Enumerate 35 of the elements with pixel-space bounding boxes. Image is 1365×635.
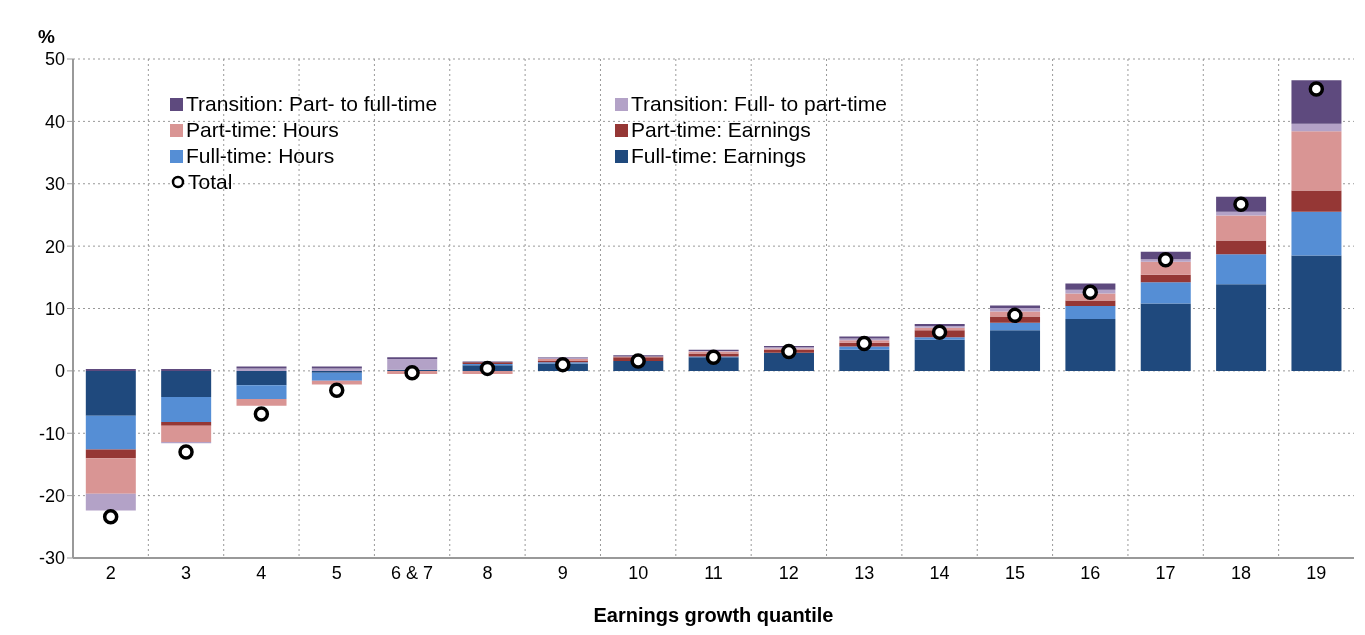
legend-label: Part-time: Earnings <box>631 118 811 142</box>
x-tick-label: 19 <box>1306 562 1327 583</box>
legend-label: Transition: Part- to full-time <box>186 92 438 116</box>
y-tick-label: -10 <box>38 423 65 444</box>
y-tick-label: 30 <box>44 174 65 195</box>
x-tick-label: 4 <box>256 562 267 583</box>
x-tick-label: 14 <box>929 562 950 583</box>
legend-label: Full-time: Hours <box>186 144 335 168</box>
y-tick-label: 20 <box>44 236 65 257</box>
legend-label: Transition: Full- to part-time <box>631 92 887 116</box>
y-tick-label: -30 <box>38 548 65 569</box>
y-tick-label: 50 <box>44 49 65 70</box>
legend-label: Full-time: Earnings <box>631 144 807 168</box>
x-tick-label: 12 <box>778 562 799 583</box>
x-tick-label: 15 <box>1004 562 1025 583</box>
x-tick-label: 3 <box>181 562 192 583</box>
x-tick-label: 10 <box>628 562 649 583</box>
y-tick-label: 0 <box>54 361 65 382</box>
x-tick-label: 17 <box>1155 562 1176 583</box>
y-tick-label: 40 <box>44 111 65 132</box>
x-tick-label: 5 <box>331 562 342 583</box>
x-tick-label: 9 <box>557 562 568 583</box>
x-tick-label: 8 <box>482 562 493 583</box>
x-tick-label: 16 <box>1080 562 1101 583</box>
x-tick-label: 11 <box>704 562 723 583</box>
y-tick-label: -20 <box>38 486 65 507</box>
y-tick-label: 10 <box>44 298 65 319</box>
x-tick-label: 2 <box>105 562 116 583</box>
x-tick-label: 13 <box>854 562 875 583</box>
x-tick-label: 18 <box>1230 562 1251 583</box>
legend-label: Part-time: Hours <box>186 118 339 142</box>
x-axis-title: Earnings growth quantile <box>593 604 834 626</box>
y-axis-title: % <box>38 26 55 48</box>
x-tick-label: 6 & 7 <box>391 562 434 583</box>
legend-label: Total <box>188 170 233 194</box>
